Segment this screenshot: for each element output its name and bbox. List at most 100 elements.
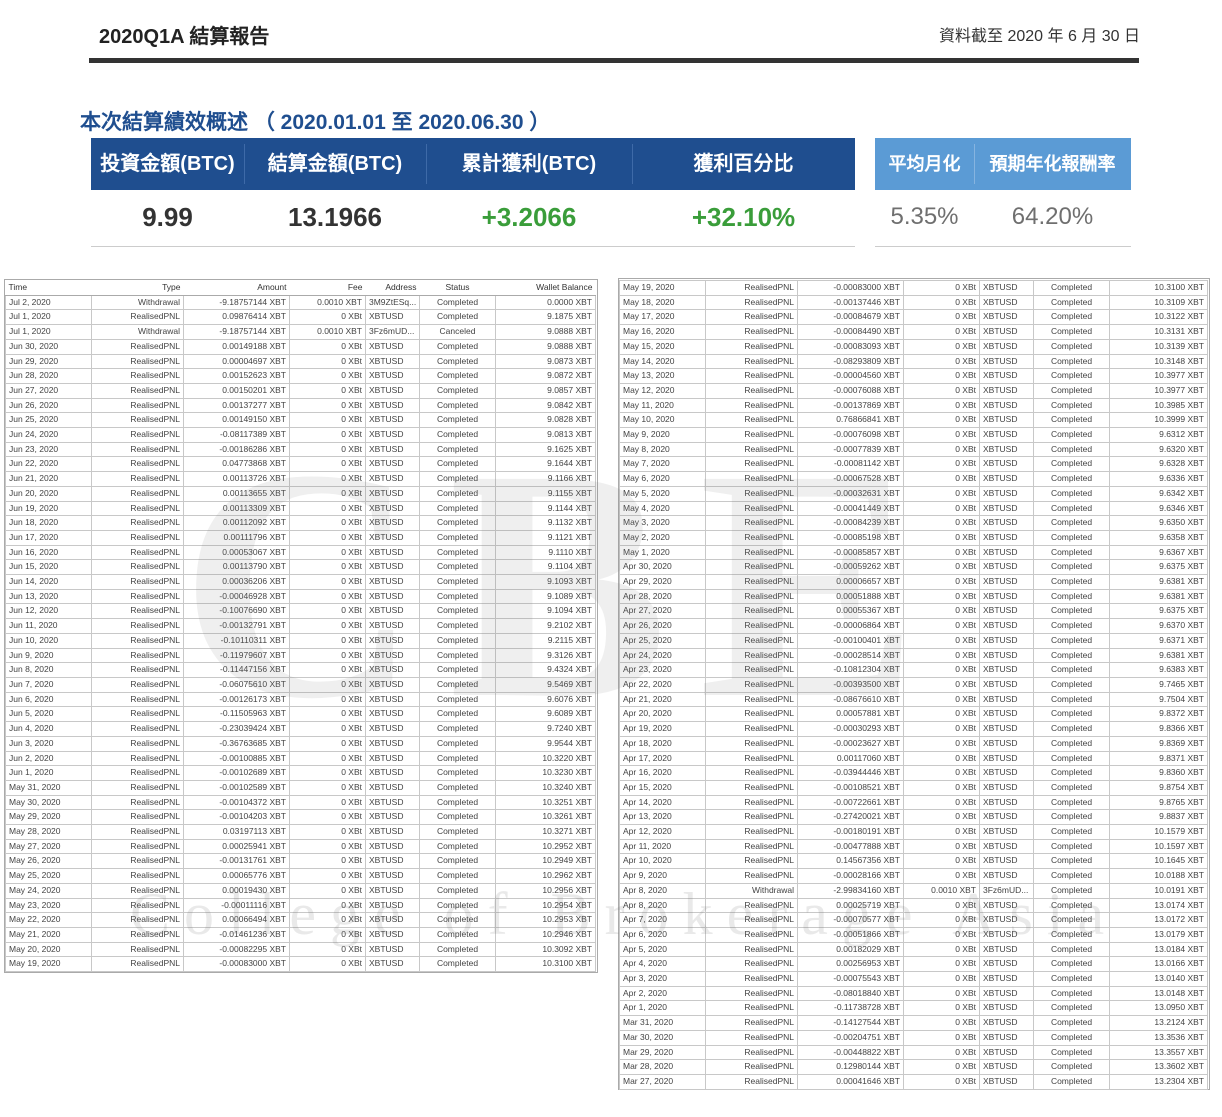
table-row[interactable]: Mar 29, 2020 RealisedPNL -0.00448822 XBT 0 … — [619, 1044, 1208, 1061]
table-row[interactable]: Jun 25, 2020 RealisedPNL 0.00149150 XBT 0 X… — [5, 412, 596, 429]
column-header-fee[interactable]: Fee — [289, 281, 366, 296]
table-row[interactable]: Apr 18, 2020 RealisedPNL -0.00023627 XBT 0 … — [619, 735, 1208, 752]
table-row[interactable]: Jun 27, 2020 RealisedPNL 0.00150201 XBT 0 X… — [5, 382, 596, 399]
table-row[interactable]: Jun 24, 2020 RealisedPNL -0.08117389 XBT 0 … — [5, 427, 596, 443]
table-row[interactable]: Apr 1, 2020 RealisedPNL -0.11738728 XBT 0 X… — [619, 1000, 1208, 1017]
table-row[interactable]: May 2, 2020 RealisedPNL -0.00085198 XBT 0 X… — [619, 529, 1208, 546]
table-row[interactable]: May 18, 2020 RealisedPNL -0.00137446 XBT 0 … — [619, 294, 1208, 311]
table-row[interactable]: Apr 12, 2020 RealisedPNL -0.00180191 XBT 0 … — [619, 824, 1208, 840]
table-row[interactable]: May 19, 2020 RealisedPNL -0.00083000 XBT 0 … — [5, 956, 596, 973]
table-row[interactable]: May 11, 2020 RealisedPNL -0.00137869 XBT 0 … — [619, 397, 1208, 414]
table-row[interactable]: May 22, 2020 RealisedPNL 0.00066494 XBT 0 X… — [5, 912, 596, 928]
table-row[interactable]: Jul 1, 2020 RealisedPNL 0.09876414 XBT 0 XB… — [5, 309, 596, 326]
table-row[interactable]: Apr 23, 2020 RealisedPNL -0.10812304 XBT 0 … — [619, 662, 1208, 678]
column-header-amount[interactable]: Amount — [183, 281, 290, 296]
table-row[interactable]: Jun 21, 2020 RealisedPNL 0.00113726 XBT 0 X… — [5, 471, 596, 487]
table-row[interactable]: Jun 1, 2020 RealisedPNL -0.00102689 XBT 0 X… — [5, 765, 596, 781]
table-row[interactable]: May 24, 2020 RealisedPNL 0.00019430 XBT 0 X… — [5, 882, 596, 899]
table-row[interactable]: Apr 7, 2020 RealisedPNL -0.00070577 XBT 0 X… — [619, 912, 1208, 928]
table-row[interactable]: Jun 15, 2020 RealisedPNL 0.00113790 XBT 0 X… — [5, 559, 596, 576]
table-row[interactable]: Apr 29, 2020 RealisedPNL 0.00006657 XBT 0 X… — [619, 574, 1208, 590]
table-row[interactable]: May 30, 2020 RealisedPNL -0.00104372 XBT 0 … — [5, 794, 596, 811]
table-row[interactable]: May 1, 2020 RealisedPNL -0.00085857 XBT 0 X… — [619, 544, 1208, 561]
table-row[interactable]: Apr 17, 2020 RealisedPNL 0.00117060 XBT 0 X… — [619, 750, 1208, 767]
table-row[interactable]: Jun 26, 2020 RealisedPNL 0.00137277 XBT 0 X… — [5, 397, 596, 414]
table-row[interactable]: Jun 20, 2020 RealisedPNL 0.00113655 XBT 0 X… — [5, 485, 596, 502]
table-row[interactable]: Mar 31, 2020 RealisedPNL -0.14127544 XBT 0 … — [619, 1015, 1208, 1031]
table-row[interactable]: Jul 2, 2020 Withdrawal -9.18757144 XBT 0.00… — [5, 294, 596, 311]
table-row[interactable]: Jun 4, 2020 RealisedPNL -0.23039424 XBT 0 X… — [5, 721, 596, 737]
table-row[interactable]: Jun 30, 2020 RealisedPNL 0.00149188 XBT 0 X… — [5, 338, 596, 355]
table-row[interactable]: May 17, 2020 RealisedPNL -0.00084679 XBT 0 … — [619, 309, 1208, 326]
table-row[interactable]: May 10, 2020 RealisedPNL 0.76866841 XBT 0 X… — [619, 412, 1208, 429]
table-row[interactable]: May 29, 2020 RealisedPNL -0.00104203 XBT 0 … — [5, 809, 596, 826]
table-row[interactable]: May 9, 2020 RealisedPNL -0.00076098 XBT 0 X… — [619, 427, 1208, 443]
column-header-type[interactable]: Type — [91, 281, 184, 296]
table-row[interactable]: Jun 7, 2020 RealisedPNL -0.06075610 XBT 0 X… — [5, 676, 596, 693]
table-row[interactable]: May 19, 2020 RealisedPNL -0.00083000 XBT 0 … — [619, 280, 1208, 296]
table-row[interactable]: May 21, 2020 RealisedPNL -0.01461236 XBT 0 … — [5, 926, 596, 943]
table-row[interactable]: Mar 27, 2020 RealisedPNL 0.00041646 XBT 0 X… — [619, 1073, 1208, 1090]
column-header-wallet-balance[interactable]: Wallet Balance — [495, 281, 596, 296]
table-row[interactable]: Jun 23, 2020 RealisedPNL -0.00186286 XBT 0 … — [5, 441, 596, 458]
table-row[interactable]: May 7, 2020 RealisedPNL -0.00081142 XBT 0 X… — [619, 456, 1208, 473]
table-row[interactable]: Apr 26, 2020 RealisedPNL -0.00006864 XBT 0 … — [619, 618, 1208, 634]
table-row[interactable]: Apr 8, 2020 RealisedPNL 0.00025719 XBT 0 XB… — [619, 897, 1208, 914]
table-row[interactable]: Mar 28, 2020 RealisedPNL 0.12980144 XBT 0 X… — [619, 1059, 1208, 1075]
table-row[interactable]: Apr 16, 2020 RealisedPNL -0.03944446 XBT 0 … — [619, 765, 1208, 781]
table-row[interactable]: Apr 2, 2020 RealisedPNL -0.08018840 XBT 0 X… — [619, 985, 1208, 1002]
table-row[interactable]: May 16, 2020 RealisedPNL -0.00084490 XBT 0 … — [619, 324, 1208, 340]
table-row[interactable]: Apr 30, 2020 RealisedPNL -0.00059262 XBT 0 … — [619, 559, 1208, 576]
table-row[interactable]: May 14, 2020 RealisedPNL -0.08293809 XBT 0 … — [619, 353, 1208, 370]
table-row[interactable]: May 31, 2020 RealisedPNL -0.00102589 XBT 0 … — [5, 779, 596, 796]
table-row[interactable]: Apr 9, 2020 RealisedPNL -0.00028166 XBT 0 X… — [619, 868, 1208, 884]
table-row[interactable]: May 3, 2020 RealisedPNL -0.00084239 XBT 0 X… — [619, 515, 1208, 531]
table-row[interactable]: May 28, 2020 RealisedPNL 0.03197113 XBT 0 X… — [5, 824, 596, 840]
table-row[interactable]: Apr 20, 2020 RealisedPNL 0.00057881 XBT 0 X… — [619, 706, 1208, 723]
column-header-status[interactable]: Status — [419, 281, 496, 296]
table-row[interactable]: May 5, 2020 RealisedPNL -0.00032631 XBT 0 X… — [619, 485, 1208, 502]
table-row[interactable]: Jun 8, 2020 RealisedPNL -0.11447156 XBT 0 X… — [5, 662, 596, 678]
table-row[interactable]: Apr 11, 2020 RealisedPNL -0.00477888 XBT 0 … — [619, 838, 1208, 855]
table-row[interactable]: Jun 14, 2020 RealisedPNL 0.00036206 XBT 0 X… — [5, 574, 596, 590]
table-row[interactable]: Jul 1, 2020 Withdrawal -9.18757144 XBT 0.00… — [5, 324, 596, 340]
table-row[interactable]: Apr 28, 2020 RealisedPNL 0.00051888 XBT 0 X… — [619, 588, 1208, 605]
table-row[interactable]: May 13, 2020 RealisedPNL -0.00004560 XBT 0 … — [619, 368, 1208, 384]
table-row[interactable]: May 12, 2020 RealisedPNL -0.00076088 XBT 0 … — [619, 382, 1208, 399]
table-row[interactable]: May 26, 2020 RealisedPNL -0.00131761 XBT 0 … — [5, 853, 596, 870]
table-row[interactable]: May 8, 2020 RealisedPNL -0.00077839 XBT 0 X… — [619, 441, 1208, 458]
table-row[interactable]: Apr 6, 2020 RealisedPNL -0.00051866 XBT 0 X… — [619, 926, 1208, 943]
table-row[interactable]: May 4, 2020 RealisedPNL -0.00041449 XBT 0 X… — [619, 500, 1208, 517]
table-row[interactable]: Mar 30, 2020 RealisedPNL -0.00204751 XBT 0 … — [619, 1029, 1208, 1046]
table-row[interactable]: May 6, 2020 RealisedPNL -0.00067528 XBT 0 X… — [619, 471, 1208, 487]
table-row[interactable]: Jun 3, 2020 RealisedPNL -0.36763685 XBT 0 X… — [5, 735, 596, 752]
table-row[interactable]: May 20, 2020 RealisedPNL -0.00082295 XBT 0 … — [5, 941, 596, 958]
table-row[interactable]: Apr 25, 2020 RealisedPNL -0.00100401 XBT 0 … — [619, 632, 1208, 649]
table-row[interactable]: May 27, 2020 RealisedPNL 0.00025941 XBT 0 X… — [5, 838, 596, 855]
table-row[interactable]: Jun 18, 2020 RealisedPNL 0.00112092 XBT 0 X… — [5, 515, 596, 531]
table-row[interactable]: Jun 10, 2020 RealisedPNL -0.10110311 XBT 0 … — [5, 632, 596, 649]
table-row[interactable]: Apr 22, 2020 RealisedPNL -0.00393500 XBT 0 … — [619, 676, 1208, 693]
table-row[interactable]: Jun 22, 2020 RealisedPNL 0.04773868 XBT 0 X… — [5, 456, 596, 473]
table-row[interactable]: Jun 11, 2020 RealisedPNL -0.00132791 XBT 0 … — [5, 618, 596, 634]
table-row[interactable]: Apr 5, 2020 RealisedPNL 0.00182029 XBT 0 XB… — [619, 941, 1208, 958]
table-row[interactable]: Jun 17, 2020 RealisedPNL 0.00111796 XBT 0 X… — [5, 529, 596, 546]
table-row[interactable]: Jun 13, 2020 RealisedPNL -0.00046928 XBT 0 … — [5, 588, 596, 605]
table-row[interactable]: Jun 28, 2020 RealisedPNL 0.00152623 XBT 0 X… — [5, 368, 596, 384]
table-row[interactable]: Apr 27, 2020 RealisedPNL 0.00055367 XBT 0 X… — [619, 603, 1208, 620]
table-row[interactable]: Apr 24, 2020 RealisedPNL -0.00028514 XBT 0 … — [619, 647, 1208, 664]
table-row[interactable]: Apr 21, 2020 RealisedPNL -0.08676610 XBT 0 … — [619, 691, 1208, 708]
table-row[interactable]: Jun 12, 2020 RealisedPNL -0.10076690 XBT 0 … — [5, 603, 596, 620]
column-header-address[interactable]: Address — [365, 281, 420, 296]
table-row[interactable]: Apr 10, 2020 RealisedPNL 0.14567356 XBT 0 X… — [619, 853, 1208, 870]
table-row[interactable]: Apr 3, 2020 RealisedPNL -0.00075543 XBT 0 X… — [619, 971, 1208, 987]
table-row[interactable]: Apr 15, 2020 RealisedPNL -0.00108521 XBT 0 … — [619, 779, 1208, 796]
table-row[interactable]: Jun 29, 2020 RealisedPNL 0.00004697 XBT 0 X… — [5, 353, 596, 370]
table-row[interactable]: Apr 4, 2020 RealisedPNL 0.00256953 XBT 0 XB… — [619, 956, 1208, 973]
table-row[interactable]: Jun 5, 2020 RealisedPNL -0.11505963 XBT 0 X… — [5, 706, 596, 723]
column-header-time[interactable]: Time — [5, 281, 92, 296]
table-row[interactable]: Jun 9, 2020 RealisedPNL -0.11979607 XBT 0 X… — [5, 647, 596, 664]
table-row[interactable]: May 25, 2020 RealisedPNL 0.00065776 XBT 0 X… — [5, 868, 596, 884]
table-row[interactable]: Apr 8, 2020 Withdrawal -2.99834160 XBT 0.00… — [619, 882, 1208, 899]
table-row[interactable]: Jun 6, 2020 RealisedPNL -0.00126173 XBT 0 X… — [5, 691, 596, 708]
